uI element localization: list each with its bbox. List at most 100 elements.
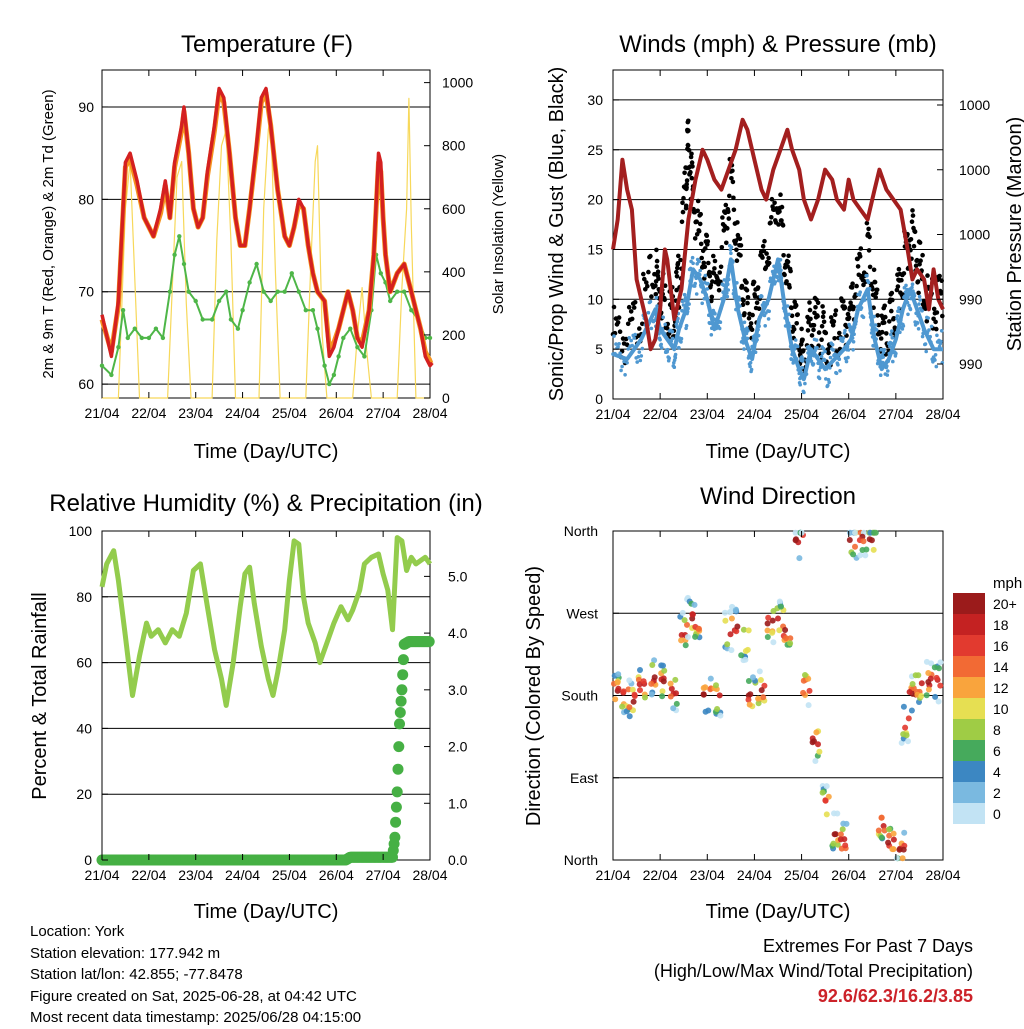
wind-point <box>805 358 809 363</box>
wind-point <box>749 367 754 372</box>
precipitation-point <box>390 816 402 828</box>
wind-point <box>845 344 850 349</box>
wind-point <box>694 292 699 296</box>
wind-point <box>924 349 928 354</box>
wind-point <box>663 322 667 327</box>
wind-point <box>765 302 769 306</box>
direction-point <box>637 687 643 694</box>
wind-point <box>739 320 743 325</box>
gust-point <box>911 243 917 249</box>
wind-point <box>814 338 819 342</box>
wind-point <box>898 330 902 335</box>
direction-point <box>659 688 666 695</box>
gust-point <box>787 285 792 290</box>
direction-point <box>782 627 789 633</box>
temperature-ytick-label: 90 <box>78 99 94 115</box>
gust-point <box>901 271 907 276</box>
direction-point <box>745 696 752 703</box>
gust-point <box>750 312 755 318</box>
gust-point <box>772 200 777 206</box>
wind-point <box>622 359 626 364</box>
wind-point <box>920 309 924 313</box>
direction-point <box>906 689 913 695</box>
temperature-xtick-label: 24/04 <box>225 405 260 421</box>
gust-point <box>857 254 863 259</box>
direction-point <box>673 700 680 707</box>
direction-point <box>896 846 903 853</box>
wind-point <box>778 264 782 269</box>
gust-point <box>734 247 739 253</box>
direction-point <box>614 679 621 686</box>
gust-point <box>695 208 700 214</box>
wind-point <box>922 327 926 332</box>
figure-created: Figure created on Sat, 2025-06-28, at 04… <box>30 987 357 1005</box>
temperature-xtick-label: 21/04 <box>84 405 119 421</box>
wind-point <box>821 346 826 351</box>
gust-point <box>872 279 878 285</box>
wind-point <box>850 336 855 340</box>
direction-point <box>649 662 656 668</box>
wind-point <box>729 245 734 249</box>
gust-point <box>920 252 925 258</box>
direction-xtick-label: 25/04 <box>784 867 819 883</box>
direction-point <box>885 839 892 846</box>
gust-point <box>644 280 649 285</box>
direction-point <box>667 680 674 687</box>
direction-point <box>659 693 666 700</box>
wind-point <box>861 315 866 320</box>
wind-point <box>706 302 711 307</box>
gust-point <box>641 271 646 277</box>
wind-point <box>727 277 731 282</box>
wind-point <box>859 306 864 310</box>
wind-point <box>916 314 920 318</box>
gust-point <box>674 274 680 279</box>
temperature-xtick-label: 28/04 <box>412 405 447 421</box>
wind-point <box>778 258 783 262</box>
precipitation-point <box>391 786 403 798</box>
gust-point <box>821 310 826 315</box>
wind-point <box>886 359 891 364</box>
speed-legend-swatch <box>953 740 985 761</box>
wind-point <box>867 286 872 291</box>
wind-point <box>686 294 691 299</box>
direction-ytick-label: South <box>561 688 598 704</box>
wind-point <box>897 306 901 310</box>
solar-ytick-label: 200 <box>442 327 466 343</box>
gust-point <box>939 278 944 284</box>
direction-point <box>792 529 799 536</box>
wind-point <box>671 336 675 341</box>
direction-point <box>702 684 709 691</box>
direction-point <box>758 687 765 694</box>
gust-point <box>682 170 687 176</box>
direction-xtick-label: 21/04 <box>595 867 630 883</box>
wind-point <box>798 382 802 387</box>
wind-point <box>828 366 832 370</box>
gust-point <box>777 209 782 214</box>
wind-point <box>682 292 687 297</box>
direction-point <box>716 692 723 699</box>
wind-point <box>731 260 735 264</box>
wind-point <box>683 296 688 300</box>
wind-point <box>939 329 944 333</box>
direction-point <box>742 656 749 663</box>
wind-point <box>679 340 683 344</box>
wind-point <box>682 298 686 303</box>
gust-point <box>680 200 685 206</box>
direction-point <box>764 634 771 640</box>
station-location: Location: York <box>30 923 125 940</box>
direction-point <box>815 741 821 748</box>
gust-point <box>754 300 760 306</box>
direction-point <box>672 676 679 683</box>
wind-point <box>817 376 822 381</box>
direction-point <box>878 814 885 821</box>
gust-point <box>680 209 686 215</box>
wind-point <box>833 352 837 357</box>
direction-point <box>679 609 686 616</box>
wind-point <box>918 298 922 302</box>
gust-point <box>745 300 750 306</box>
wind-point <box>824 377 828 381</box>
direction-point <box>615 671 622 678</box>
wind-point <box>770 278 774 282</box>
precipitation-point <box>397 654 409 666</box>
winds-xtick-label: 24/04 <box>737 406 772 422</box>
